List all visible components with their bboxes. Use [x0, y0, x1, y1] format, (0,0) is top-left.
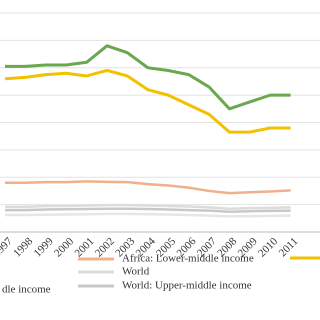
- legend-label: World: Upper-middle income: [122, 280, 252, 292]
- data-line: [5, 44, 291, 111]
- x-tick-label: 2011: [277, 235, 301, 259]
- legend-label: World: [122, 266, 150, 278]
- data-line: [5, 212, 291, 218]
- data-line: [5, 207, 291, 213]
- x-tick-label: 2000: [52, 235, 76, 259]
- data-line: [5, 203, 291, 210]
- x-tick-label: 2010: [256, 235, 280, 259]
- data-line: [4, 68, 291, 134]
- x-tick-label: 1999: [32, 235, 56, 259]
- x-tick-label: 2002: [93, 235, 117, 259]
- x-tick-label: 2001: [72, 235, 96, 259]
- x-tick-label: 1998: [11, 235, 35, 259]
- legend-label: Africa: Lower-middle income: [122, 253, 254, 265]
- x-tick-label: 1997: [0, 235, 15, 259]
- data-line: [5, 180, 291, 195]
- legend-label: dle income: [2, 284, 51, 296]
